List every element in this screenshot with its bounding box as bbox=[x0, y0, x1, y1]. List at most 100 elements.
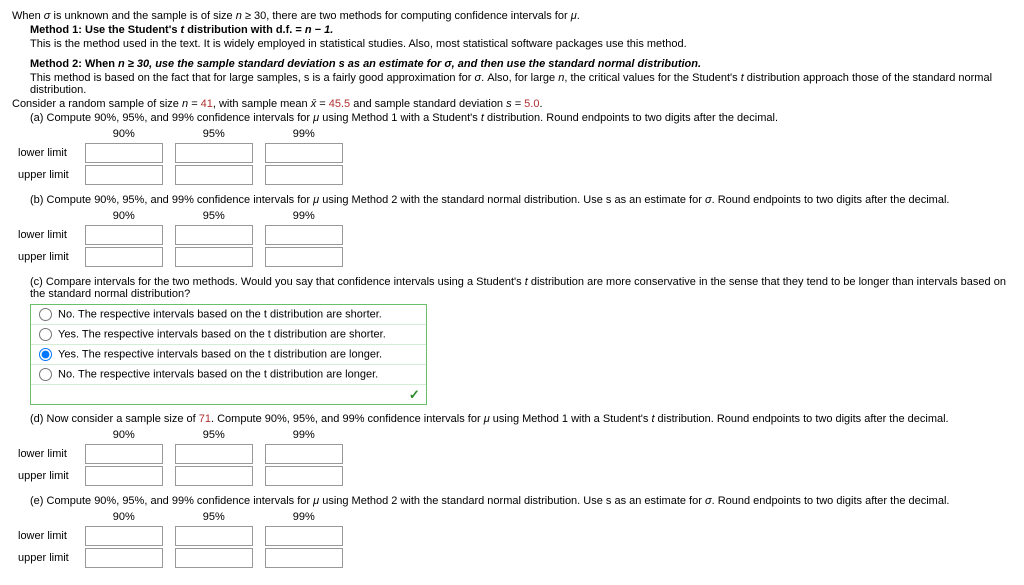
a-upper-95-input[interactable] bbox=[175, 165, 253, 185]
m2-desc-c: , the critical values for the Student's bbox=[564, 72, 740, 84]
consider-line: Consider a random sample of size n = 41,… bbox=[12, 98, 1012, 110]
col-99: 99% bbox=[259, 427, 349, 443]
col-90: 90% bbox=[79, 208, 169, 224]
d-text-c: using Method 1 with a Student's bbox=[490, 413, 652, 425]
part-d-table: 90% 95% 99% lower limit upper limit bbox=[12, 427, 349, 487]
b-text-b: using Method 2 with the standard normal … bbox=[319, 194, 705, 206]
b-upper-99-input[interactable] bbox=[265, 247, 343, 267]
col-95: 95% bbox=[169, 427, 259, 443]
row-upper: upper limit bbox=[12, 246, 79, 268]
intro-line: When σ is unknown and the sample is of s… bbox=[12, 10, 1012, 22]
e-text-b: using Method 2 with the standard normal … bbox=[319, 495, 705, 507]
choice-4-label: No. The respective intervals based on th… bbox=[58, 368, 378, 380]
n-value: 41 bbox=[201, 98, 213, 110]
row-upper: upper limit bbox=[12, 164, 79, 186]
consider-g: . bbox=[539, 98, 542, 110]
row-lower: lower limit bbox=[12, 443, 79, 465]
m1-head-c: n − 1. bbox=[305, 24, 333, 36]
method2-head: Method 2: When n ≥ 30, use the sample st… bbox=[30, 58, 1012, 70]
consider-e: and sample standard deviation bbox=[350, 98, 506, 110]
d-lower-90-input[interactable] bbox=[85, 444, 163, 464]
d-text-d: distribution. Round endpoints to two dig… bbox=[655, 413, 949, 425]
e-upper-90-input[interactable] bbox=[85, 548, 163, 568]
part-e-text: (e) Compute 90%, 95%, and 99% confidence… bbox=[30, 495, 1012, 507]
e-text-c: . Round endpoints to two digits after th… bbox=[712, 495, 950, 507]
choice-3-label: Yes. The respective intervals based on t… bbox=[58, 348, 382, 360]
col-95: 95% bbox=[169, 126, 259, 142]
row-lower: lower limit bbox=[12, 525, 79, 547]
table-row: lower limit bbox=[12, 443, 349, 465]
d-lower-95-input[interactable] bbox=[175, 444, 253, 464]
table-row: upper limit bbox=[12, 164, 349, 186]
col-90: 90% bbox=[79, 427, 169, 443]
a-upper-90-input[interactable] bbox=[85, 165, 163, 185]
e-lower-95-input[interactable] bbox=[175, 526, 253, 546]
col-95: 95% bbox=[169, 208, 259, 224]
consider-d: = bbox=[316, 98, 329, 110]
s-value: 5.0 bbox=[524, 98, 539, 110]
m1-head-b: distribution with d.f. = bbox=[184, 24, 305, 36]
part-d-text: (d) Now consider a sample size of 71. Co… bbox=[30, 413, 1012, 425]
consider-b: n = bbox=[182, 98, 201, 110]
choice-1[interactable]: No. The respective intervals based on th… bbox=[31, 305, 426, 325]
choice-2[interactable]: Yes. The respective intervals based on t… bbox=[31, 325, 426, 345]
table-row: lower limit bbox=[12, 142, 349, 164]
e-sigma: σ bbox=[705, 495, 712, 507]
a-text-a: (a) Compute 90%, 95%, and 99% confidence… bbox=[30, 112, 313, 124]
a-text-b: using Method 1 with a Student's bbox=[319, 112, 481, 124]
b-lower-99-input[interactable] bbox=[265, 225, 343, 245]
method2-desc: This method is based on the fact that fo… bbox=[30, 72, 1012, 96]
a-text-c: distribution. Round endpoints to two dig… bbox=[484, 112, 778, 124]
part-b-table: 90% 95% 99% lower limit upper limit bbox=[12, 208, 349, 268]
m2-desc-a: This method is based on the fact that fo… bbox=[30, 72, 475, 84]
c-text-a: (c) Compare intervals for the two method… bbox=[30, 276, 525, 288]
row-lower: lower limit bbox=[12, 142, 79, 164]
row-upper: upper limit bbox=[12, 465, 79, 487]
e-text-a: (e) Compute 90%, 95%, and 99% confidence… bbox=[30, 495, 313, 507]
intro-text: When bbox=[12, 10, 44, 22]
m2-head-c: σ, and then use the standard normal dist… bbox=[444, 58, 701, 70]
e-lower-90-input[interactable] bbox=[85, 526, 163, 546]
table-row: upper limit bbox=[12, 246, 349, 268]
part-a-text: (a) Compute 90%, 95%, and 99% confidence… bbox=[30, 112, 1012, 124]
b-lower-95-input[interactable] bbox=[175, 225, 253, 245]
xbar-value: 45.5 bbox=[329, 98, 350, 110]
b-sigma: σ bbox=[705, 194, 712, 206]
d-n-value: 71 bbox=[199, 413, 211, 425]
table-row: lower limit bbox=[12, 224, 349, 246]
part-e-table: 90% 95% 99% lower limit upper limit bbox=[12, 509, 349, 569]
intro-text: is unknown and the sample is of size bbox=[50, 10, 235, 22]
choice-4[interactable]: No. The respective intervals based on th… bbox=[31, 365, 426, 385]
intro-period: . bbox=[577, 10, 580, 22]
choice-3[interactable]: Yes. The respective intervals based on t… bbox=[31, 345, 426, 365]
choice-1-radio[interactable] bbox=[39, 308, 52, 321]
e-upper-99-input[interactable] bbox=[265, 548, 343, 568]
b-upper-95-input[interactable] bbox=[175, 247, 253, 267]
choice-3-radio[interactable] bbox=[39, 348, 52, 361]
m2-head-a: Method 2: When bbox=[30, 58, 118, 70]
a-lower-90-input[interactable] bbox=[85, 143, 163, 163]
m2-desc-b: . Also, for large bbox=[481, 72, 558, 84]
table-row: 90% 95% 99% bbox=[12, 509, 349, 525]
d-upper-99-input[interactable] bbox=[265, 466, 343, 486]
e-lower-99-input[interactable] bbox=[265, 526, 343, 546]
e-upper-95-input[interactable] bbox=[175, 548, 253, 568]
d-upper-95-input[interactable] bbox=[175, 466, 253, 486]
method1-desc: This is the method used in the text. It … bbox=[30, 38, 1012, 50]
b-text-a: (b) Compute 90%, 95%, and 99% confidence… bbox=[30, 194, 313, 206]
a-lower-95-input[interactable] bbox=[175, 143, 253, 163]
table-row: upper limit bbox=[12, 547, 349, 569]
a-upper-99-input[interactable] bbox=[265, 165, 343, 185]
col-95: 95% bbox=[169, 509, 259, 525]
table-row: 90% 95% 99% bbox=[12, 208, 349, 224]
row-lower: lower limit bbox=[12, 224, 79, 246]
choice-4-radio[interactable] bbox=[39, 368, 52, 381]
b-lower-90-input[interactable] bbox=[85, 225, 163, 245]
d-lower-99-input[interactable] bbox=[265, 444, 343, 464]
col-90: 90% bbox=[79, 509, 169, 525]
d-upper-90-input[interactable] bbox=[85, 466, 163, 486]
choice-2-radio[interactable] bbox=[39, 328, 52, 341]
a-lower-99-input[interactable] bbox=[265, 143, 343, 163]
b-upper-90-input[interactable] bbox=[85, 247, 163, 267]
col-99: 99% bbox=[259, 509, 349, 525]
